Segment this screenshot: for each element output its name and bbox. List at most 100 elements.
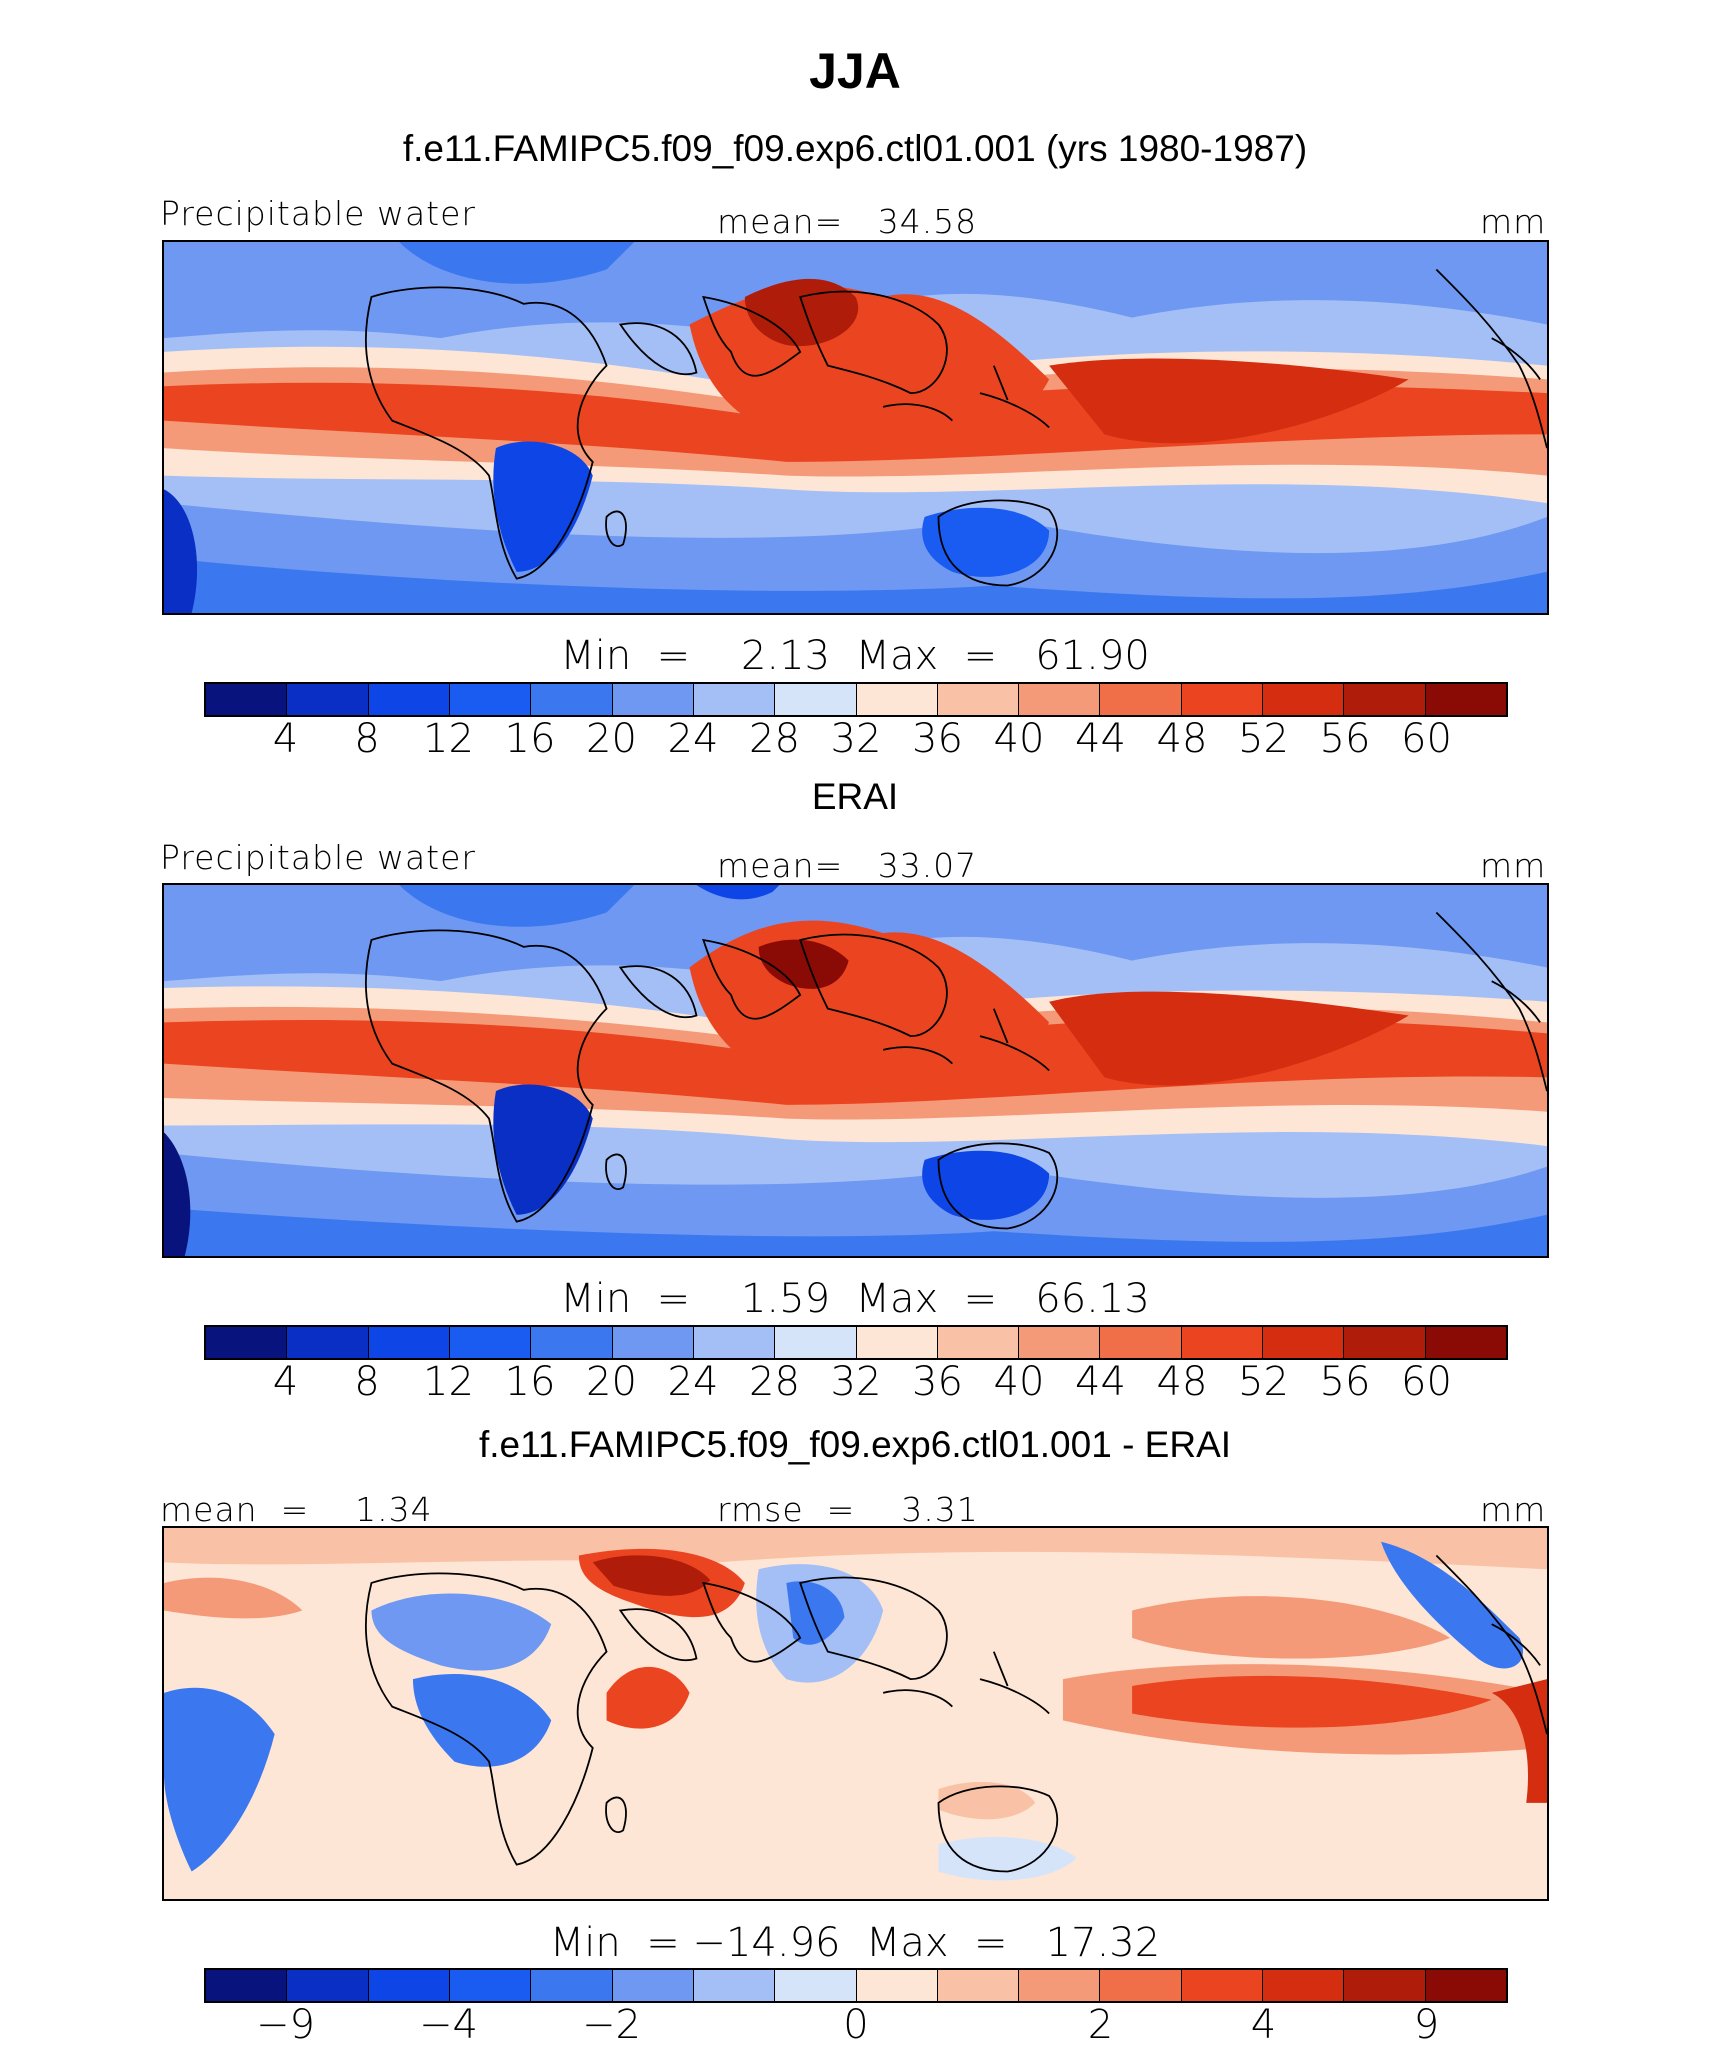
colorbar-swatch <box>287 684 369 715</box>
colorbar-tick-label: 60 <box>1401 1359 1452 1405</box>
colorbar-swatch <box>206 1970 288 2001</box>
colorbar-swatch <box>775 684 857 715</box>
colorbar-swatch <box>287 1970 369 2001</box>
panel2-min-max: Min = 1.59 Max = 66.13 <box>560 1276 1150 1322</box>
colorbar-swatch <box>1019 1327 1101 1358</box>
colorbar-tick-label: 2 <box>1087 2002 1114 2048</box>
panel1-colorbar <box>204 682 1508 717</box>
colorbar-swatch <box>856 684 938 715</box>
panel1-field-label: Precipitable water <box>160 194 476 233</box>
colorbar-swatch <box>612 684 694 715</box>
figure-title: JJA <box>809 43 901 99</box>
colorbar-swatch <box>1263 1970 1345 2001</box>
colorbar-swatch <box>1100 1327 1182 1358</box>
colorbar-tick-label: 52 <box>1238 716 1289 762</box>
colorbar-tick-label: 48 <box>1156 1359 1208 1405</box>
colorbar-swatch <box>368 684 450 715</box>
colorbar-swatch <box>937 684 1020 715</box>
colorbar-swatch <box>449 684 532 715</box>
colorbar-swatch <box>449 1327 532 1358</box>
panel3-colorbar <box>204 1968 1508 2003</box>
colorbar-swatch <box>1425 684 1506 715</box>
colorbar-swatch <box>368 1970 450 2001</box>
colorbar-tick-label: 24 <box>667 716 719 762</box>
panel1-mean-label: mean= 34.58 <box>717 202 978 241</box>
panel3-colorbar-ticks: −9 −4 −2 0 2 4 9 <box>0 2002 1710 2048</box>
panel3-map <box>162 1526 1549 1901</box>
panel2-colorbar <box>204 1325 1508 1360</box>
colorbar-swatch <box>531 1327 613 1358</box>
colorbar-tick-label: 4 <box>1250 2002 1277 2048</box>
panel1-units-label: mm <box>1480 202 1547 241</box>
panel1-min-max: Min = 2.13 Max = 61.90 <box>560 633 1150 679</box>
colorbar-swatch <box>206 1327 288 1358</box>
colorbar-tick-label: 16 <box>504 1359 556 1405</box>
colorbar-tick-label: 8 <box>354 1359 380 1405</box>
panel1-map <box>162 240 1549 615</box>
colorbar-tick-label: 4 <box>272 716 299 762</box>
colorbar-swatch <box>775 1327 857 1358</box>
colorbar-swatch <box>1019 1970 1101 2001</box>
panel3-mean-label: mean = 1.34 <box>160 1490 433 1529</box>
colorbar-swatch <box>693 1970 776 2001</box>
colorbar-swatch <box>1344 684 1426 715</box>
panel3-rmse-label: rmse = 3.31 <box>717 1490 979 1529</box>
colorbar-tick-label: 0 <box>843 2002 869 2048</box>
panel2-map <box>162 883 1549 1258</box>
colorbar-swatch <box>693 1327 776 1358</box>
colorbar-tick-label: 12 <box>423 716 474 762</box>
colorbar-tick-label: 12 <box>423 1359 474 1405</box>
colorbar-tick-label: 36 <box>912 716 963 762</box>
colorbar-tick-label: 28 <box>749 1359 800 1405</box>
colorbar-swatch <box>1344 1327 1426 1358</box>
panel2-mean-label: mean= 33.07 <box>717 846 978 885</box>
colorbar-tick-label: 16 <box>504 716 556 762</box>
colorbar-swatch <box>612 1970 694 2001</box>
colorbar-tick-label: 56 <box>1319 716 1371 762</box>
colorbar-swatch <box>1425 1970 1506 2001</box>
panel3-units-label: mm <box>1480 1490 1547 1529</box>
colorbar-tick-label: 24 <box>667 1359 719 1405</box>
colorbar-swatch <box>856 1327 938 1358</box>
colorbar-swatch <box>937 1327 1020 1358</box>
colorbar-swatch <box>1181 684 1264 715</box>
colorbar-swatch <box>1425 1327 1506 1358</box>
panel3-subtitle: f.e11.FAMIPC5.f09_f09.exp6.ctl01.001 - E… <box>478 1424 1232 1465</box>
colorbar-tick-label: 20 <box>586 716 637 762</box>
colorbar-swatch <box>856 1970 938 2001</box>
colorbar-tick-label: −9 <box>256 2002 315 2048</box>
colorbar-tick-label: 40 <box>993 716 1045 762</box>
colorbar-swatch <box>1100 684 1182 715</box>
colorbar-swatch <box>449 1970 532 2001</box>
colorbar-tick-label: 44 <box>1075 1359 1126 1405</box>
colorbar-swatch <box>1100 1970 1182 2001</box>
colorbar-tick-label: 52 <box>1238 1359 1289 1405</box>
colorbar-tick-label: 36 <box>912 1359 963 1405</box>
colorbar-swatch <box>1263 1327 1345 1358</box>
colorbar-swatch <box>1181 1970 1264 2001</box>
colorbar-tick-label: 28 <box>749 716 800 762</box>
panel2-field-label: Precipitable water <box>160 838 476 877</box>
colorbar-tick-label: 9 <box>1413 2002 1440 2048</box>
colorbar-swatch <box>937 1970 1020 2001</box>
colorbar-tick-label: 32 <box>830 1359 882 1405</box>
panel3-min-max: Min = −14.96 Max = 17.32 <box>549 1920 1161 1966</box>
colorbar-tick-label: 20 <box>586 1359 637 1405</box>
colorbar-tick-label: −2 <box>582 2002 641 2048</box>
colorbar-swatch <box>531 684 613 715</box>
colorbar-swatch <box>1344 1970 1426 2001</box>
panel2-units-label: mm <box>1480 846 1547 885</box>
colorbar-swatch <box>1263 684 1345 715</box>
colorbar-tick-label: 4 <box>272 1359 299 1405</box>
colorbar-swatch <box>1019 684 1101 715</box>
colorbar-swatch <box>775 1970 857 2001</box>
colorbar-tick-label: 56 <box>1319 1359 1371 1405</box>
colorbar-swatch <box>693 684 776 715</box>
colorbar-swatch <box>287 1327 369 1358</box>
colorbar-tick-label: 32 <box>830 716 882 762</box>
colorbar-tick-label: 48 <box>1156 716 1208 762</box>
colorbar-swatch <box>1181 1327 1264 1358</box>
colorbar-tick-label: −4 <box>419 2002 478 2048</box>
panel1-colorbar-ticks: 4 8 12 16 20 24 28 32 36 40 44 48 52 56 60 <box>0 716 1710 766</box>
colorbar-tick-label: 8 <box>354 716 380 762</box>
